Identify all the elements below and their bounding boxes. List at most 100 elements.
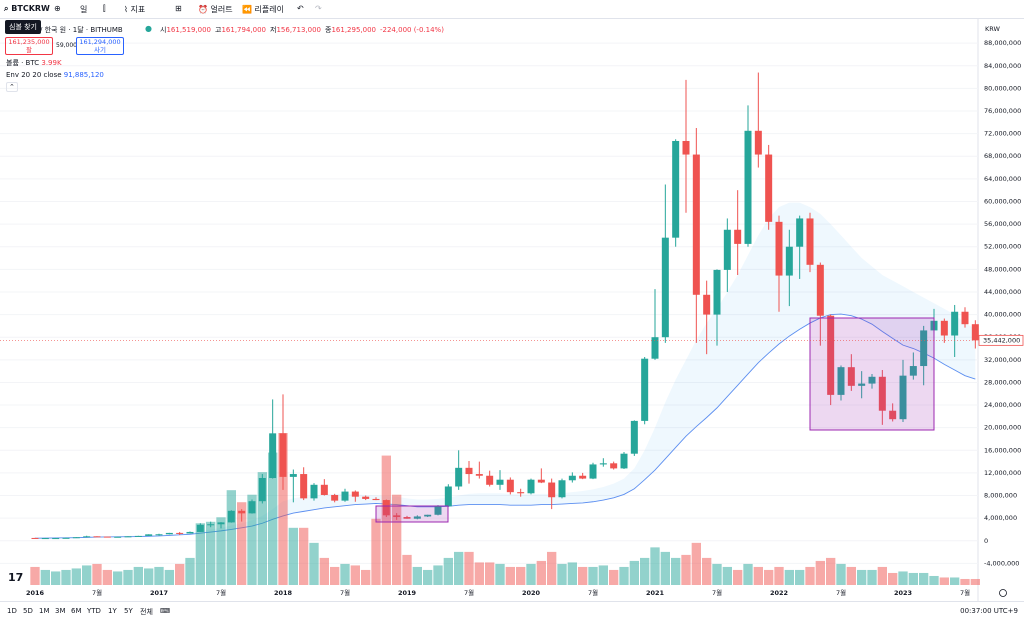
- y-tick-label: 68,000,000: [984, 152, 1021, 160]
- volume-bar: [547, 551, 557, 585]
- volume-bar: [950, 577, 960, 585]
- volume-bar: [764, 569, 774, 585]
- collapse-button[interactable]: ⌃: [6, 82, 18, 92]
- alert-button[interactable]: ⏰ 얼러트: [198, 5, 233, 14]
- volume-bar: [857, 569, 867, 585]
- candle-body: [372, 498, 380, 501]
- envelope-fill: [35, 202, 976, 539]
- env-value: 91,885,120: [63, 71, 104, 79]
- symbol-search[interactable]: ⌕ BTCKRW: [4, 4, 50, 13]
- rectangle-drawing[interactable]: [375, 505, 449, 523]
- volume-bar: [536, 560, 546, 585]
- chart-type-button[interactable]: ⫿: [103, 4, 106, 13]
- volume-bar: [288, 527, 298, 585]
- status-dot: ●: [145, 24, 152, 33]
- volume-bar: [702, 557, 712, 585]
- volume-bar: [929, 575, 939, 585]
- candle-body: [630, 420, 638, 454]
- interval-button[interactable]: 일: [80, 5, 88, 14]
- redo-button[interactable]: ↷: [315, 4, 322, 13]
- candle-body: [186, 531, 194, 534]
- volume-bar: [650, 547, 660, 585]
- range-button[interactable]: 1M: [39, 607, 50, 615]
- range-button[interactable]: 전체: [140, 608, 153, 616]
- volume-value: 3.99K: [41, 59, 62, 67]
- candle-body: [382, 500, 390, 516]
- env-legend: Env 20 20 close 91,885,120: [6, 71, 104, 79]
- candle-body: [176, 532, 184, 534]
- candle-body: [475, 474, 483, 476]
- volume-bar: [567, 562, 577, 585]
- range-button[interactable]: 5Y: [124, 607, 133, 615]
- candle-body: [548, 482, 556, 498]
- candle-body: [434, 506, 442, 515]
- volume-bar: [412, 566, 422, 585]
- volume-bar: [795, 569, 805, 585]
- replay-button[interactable]: ⏪ 리플레이: [242, 5, 284, 14]
- compare-button[interactable]: ⊕: [54, 4, 61, 13]
- candle-body: [816, 264, 824, 316]
- volume-bar: [423, 569, 433, 585]
- volume-bar: [691, 542, 701, 585]
- candle-body: [517, 492, 525, 494]
- volume-bar: [609, 569, 619, 585]
- range-button[interactable]: 1D: [7, 607, 17, 615]
- volume-legend: 볼륨 · BTC 3.99K: [6, 58, 62, 68]
- candle-body: [83, 536, 91, 538]
- currency-label: KRW: [985, 25, 1001, 33]
- candle-body: [238, 510, 246, 514]
- volume-bar: [216, 517, 226, 585]
- candle-body: [909, 366, 917, 376]
- candle-body: [103, 536, 111, 538]
- candle-body: [692, 154, 700, 295]
- undo-button[interactable]: ↶: [297, 4, 304, 13]
- candle-body: [744, 130, 752, 244]
- candle-body: [568, 475, 576, 481]
- x-tick-label: 7월: [960, 588, 970, 597]
- candle-body: [672, 140, 680, 238]
- range-button[interactable]: 1Y: [108, 607, 117, 615]
- candle-body: [341, 491, 349, 501]
- x-tick-label: 2016: [26, 589, 45, 597]
- range-button[interactable]: 3M: [55, 607, 66, 615]
- calendar-button[interactable]: ⌨: [160, 607, 171, 615]
- candle-body: [258, 478, 266, 502]
- x-tick-label: 7월: [836, 588, 846, 597]
- candle-body: [227, 510, 235, 523]
- candle-body: [52, 538, 60, 540]
- buy-button[interactable]: 161,294,000 사기: [76, 37, 124, 55]
- candle-body: [558, 480, 566, 498]
- candle-body: [413, 516, 421, 519]
- volume-bar: [619, 566, 629, 585]
- range-button[interactable]: YTD: [87, 607, 101, 615]
- ohlc-value: 161,295,000: [331, 26, 376, 34]
- candle-body: [496, 479, 504, 485]
- rectangle-drawing[interactable]: [809, 317, 935, 431]
- axes: -4,000,000 0 4,000,000 8,000,000 12,000,000 1…: [0, 39, 1024, 597]
- y-tick-label: 32,000,000: [984, 356, 1021, 364]
- volume-bar: [826, 557, 836, 585]
- range-button[interactable]: 5D: [23, 607, 33, 615]
- candle-body: [847, 367, 855, 386]
- volume-bar: [133, 566, 143, 585]
- volume-bar: [381, 455, 391, 585]
- volume-bar: [361, 569, 371, 585]
- y-tick-label: 60,000,000: [984, 197, 1021, 205]
- tv-logo[interactable]: 17: [8, 571, 23, 584]
- volume-bar: [557, 563, 567, 585]
- candle-body: [940, 320, 948, 336]
- settings-icon[interactable]: [999, 589, 1007, 597]
- x-tick-label: 7월: [340, 588, 350, 597]
- volume-bar: [40, 569, 50, 585]
- volume-bar: [784, 569, 794, 585]
- indicators-button[interactable]: ⌇ 지표: [124, 5, 146, 14]
- candle-body: [310, 484, 318, 499]
- footer: 1D 5D 1M 3M 6M YTD 1Y 5Y 전체 ⌨ 00:37:00 UTC+9: [0, 601, 1024, 620]
- range-button[interactable]: 6M: [71, 607, 82, 615]
- sell-button[interactable]: 161,235,000 팔: [5, 37, 53, 55]
- layout-button[interactable]: ⊞: [175, 4, 182, 13]
- volume-bar: [578, 566, 588, 585]
- candle-body: [155, 534, 163, 536]
- x-tick-label: 2018: [274, 589, 293, 597]
